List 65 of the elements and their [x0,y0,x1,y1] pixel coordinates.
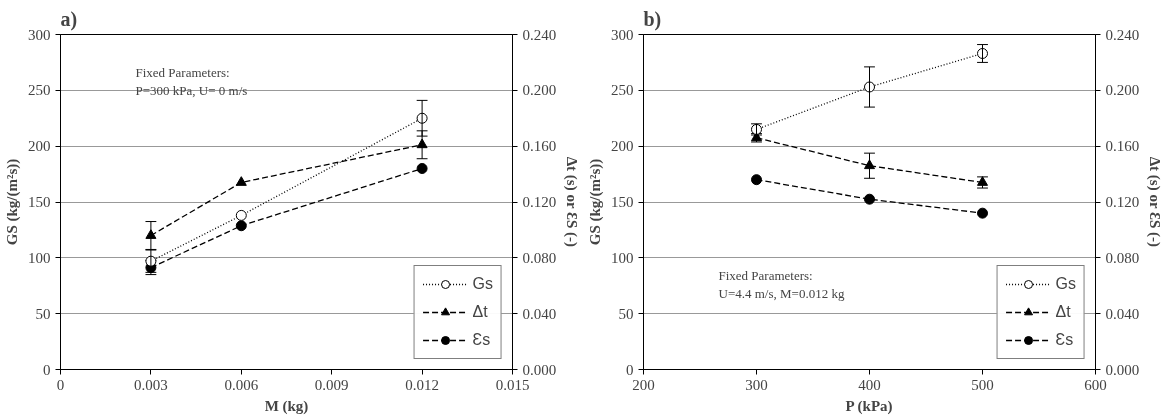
y2-tick-label: 0.080 [1105,249,1140,266]
legend-label: Δt [472,303,489,321]
y-tick-label: 100 [28,249,51,266]
x-tick-label: 300 [745,376,768,393]
annotation: U=4.4 m/s, M=0.012 kg [718,285,845,301]
legend-label: Δt [1055,303,1072,321]
y2-tick-label: 0.160 [522,138,557,155]
y2-tick-label: 0.200 [522,82,557,99]
y-tick-label: 250 [611,82,634,99]
y-tick-label: 300 [611,26,634,43]
x-axis-title: P (kPa) [845,397,893,415]
point [864,193,875,205]
legend-label: Ɛs [472,331,492,349]
y-tick-label: 50 [618,305,634,322]
x-axis-title: M (kg) [264,397,309,415]
y2-tick-label: 0.160 [1105,138,1140,155]
point [751,174,762,186]
y2-tick-label: 0.080 [522,249,557,266]
y2-axis-title: Δt (s) or ƐS (-) [1146,156,1164,248]
point [235,220,247,232]
y2-tick-label: 0.000 [522,361,557,378]
y-axis-title: GS (kg/(m²s)) [4,158,21,246]
x-tick-label: 0.006 [224,376,259,393]
y-axis-title: GS (kg/(m²s)) [587,158,604,246]
y-tick-label: 150 [611,194,634,210]
y2-tick-label: 0.040 [522,305,557,322]
y-tick-label: 0 [43,361,51,378]
x-tick-label: 200 [632,376,655,393]
y2-tick-label: 0.200 [1105,82,1140,99]
chart-title: a) [60,7,78,31]
y-tick-label: 150 [28,194,51,210]
y2-tick-label: 0.240 [522,26,557,43]
y2-tick-label: 0.000 [1105,361,1140,378]
annotation: Fixed Parameters: [718,267,813,283]
legend-label: Gs [1055,275,1076,293]
y-tick-label: 100 [611,249,634,266]
y-tick-label: 200 [28,138,51,155]
y-tick-label: 300 [28,26,51,43]
x-tick-label: 0.012 [405,376,439,393]
annotation: Fixed Parameters: [135,64,230,80]
x-tick-label: 0.015 [495,376,530,393]
annotation: P=300 kPa, U= 0 m/s [135,82,248,98]
y-tick-label: 250 [28,82,51,99]
y-tick-label: 50 [35,305,51,322]
x-tick-label: 500 [971,376,994,393]
x-tick-label: 400 [858,376,881,393]
legend-label: Gs [472,275,493,293]
point [235,176,247,186]
chart-title: b) [643,7,662,31]
y2-tick-label: 0.240 [1105,26,1140,43]
x-tick-label: 0.003 [134,376,168,393]
x-tick-label: 0.009 [314,376,349,393]
point [977,207,988,219]
y2-axis-title: Δt (s) or ƐS (-) [563,156,581,248]
y-tick-label: 0 [626,361,634,378]
y-tick-label: 200 [611,138,634,155]
legend-label: Ɛs [1055,331,1075,349]
x-tick-label: 0 [56,376,65,393]
point [864,159,875,170]
point [235,209,247,221]
y2-tick-label: 0.120 [1105,194,1140,210]
point [416,163,428,174]
y2-tick-label: 0.040 [1105,305,1140,322]
y2-tick-label: 0.120 [522,194,557,210]
x-tick-label: 600 [1084,376,1107,393]
